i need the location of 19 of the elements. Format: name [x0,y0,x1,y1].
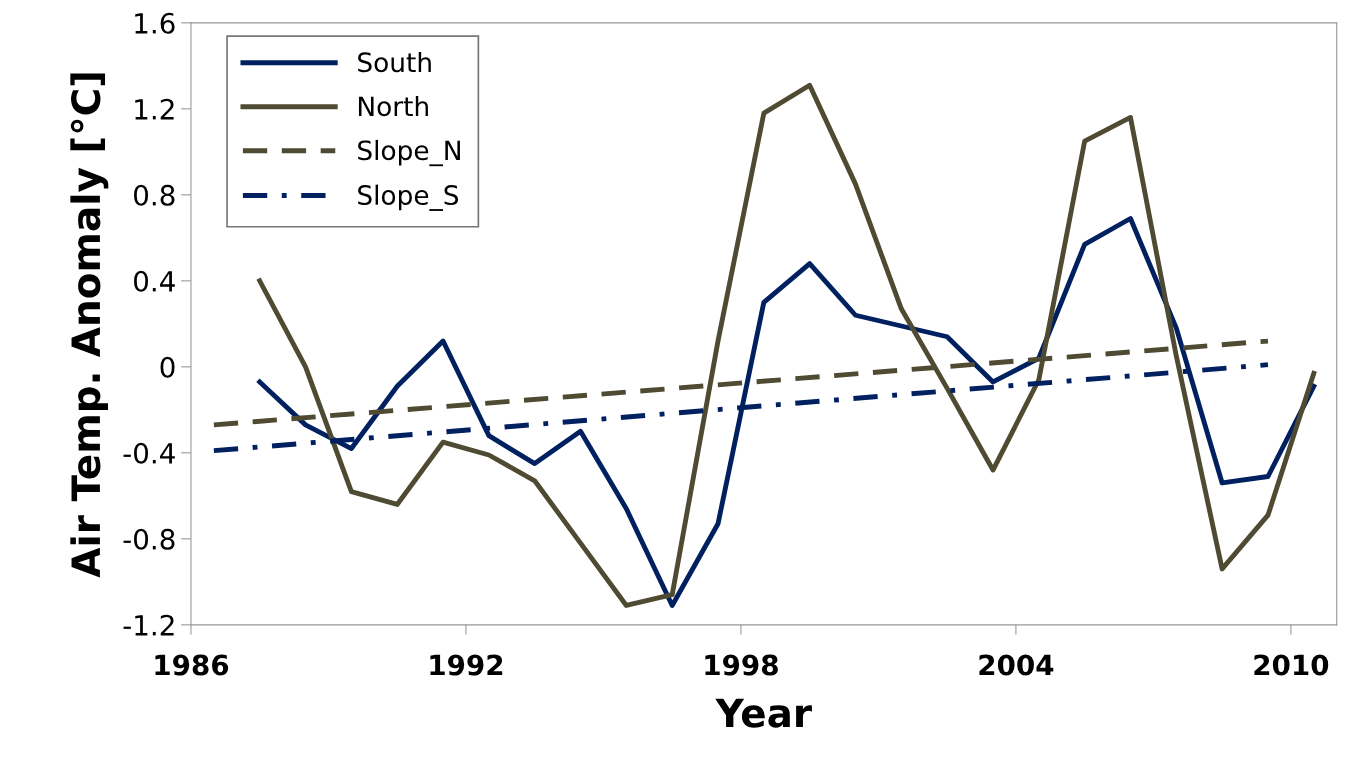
y-tick-label: -0.8 [123,528,175,550]
x-tick-label: 1986 [155,654,229,676]
y-axis-title: Air Temp. Anomaly [°C] [70,73,109,578]
y-tick-label: -0.4 [123,442,175,464]
y-tick-label: 0.8 [134,184,175,206]
y-tick-label: 0 [160,356,175,378]
y-tick-label: 1.6 [135,12,175,34]
y-tick-label: 1.2 [135,98,174,120]
legend-label: North [358,95,428,117]
x-tick-label: 1998 [705,654,778,676]
legend-label: South [358,51,431,73]
y-tick-label: 0.4 [134,270,175,292]
x-tick-label: 2010 [1254,654,1329,676]
x-tick-label: 1992 [430,654,503,676]
y-tick-label: -1.2 [123,614,174,636]
x-axis-title: Year [715,698,812,728]
legend-label: Slope_S [358,184,459,211]
legend-label: Slope_N [358,139,460,167]
x-tick-label: 2004 [979,654,1054,676]
